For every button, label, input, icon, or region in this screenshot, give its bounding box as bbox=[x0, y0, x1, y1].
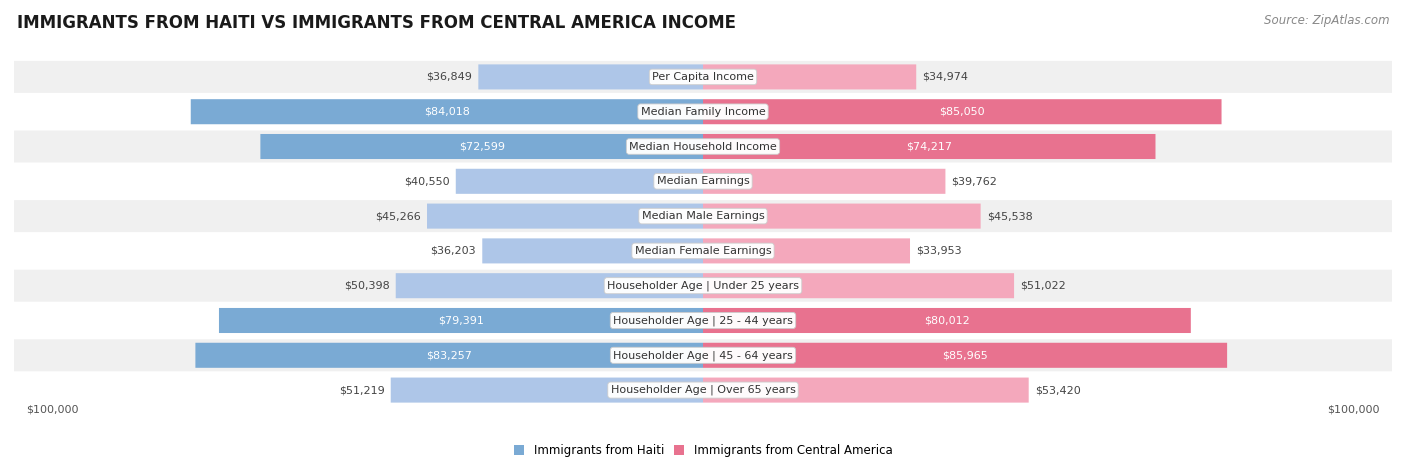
FancyBboxPatch shape bbox=[219, 308, 703, 333]
Text: Source: ZipAtlas.com: Source: ZipAtlas.com bbox=[1264, 14, 1389, 27]
FancyBboxPatch shape bbox=[14, 165, 1392, 198]
FancyBboxPatch shape bbox=[260, 134, 703, 159]
Text: Median Household Income: Median Household Income bbox=[628, 142, 778, 151]
Text: IMMIGRANTS FROM HAITI VS IMMIGRANTS FROM CENTRAL AMERICA INCOME: IMMIGRANTS FROM HAITI VS IMMIGRANTS FROM… bbox=[17, 14, 735, 32]
Text: $34,974: $34,974 bbox=[922, 72, 969, 82]
FancyBboxPatch shape bbox=[703, 377, 1029, 403]
FancyBboxPatch shape bbox=[703, 273, 1014, 298]
Text: $83,257: $83,257 bbox=[426, 350, 472, 360]
Text: Median Male Earnings: Median Male Earnings bbox=[641, 211, 765, 221]
FancyBboxPatch shape bbox=[703, 343, 1227, 368]
FancyBboxPatch shape bbox=[14, 235, 1392, 267]
Text: Per Capita Income: Per Capita Income bbox=[652, 72, 754, 82]
FancyBboxPatch shape bbox=[14, 374, 1392, 406]
Text: $85,965: $85,965 bbox=[942, 350, 988, 360]
Legend: Immigrants from Haiti, Immigrants from Central America: Immigrants from Haiti, Immigrants from C… bbox=[509, 439, 897, 462]
FancyBboxPatch shape bbox=[703, 169, 945, 194]
Text: $100,000: $100,000 bbox=[1327, 404, 1381, 414]
Text: $84,018: $84,018 bbox=[425, 107, 470, 117]
FancyBboxPatch shape bbox=[14, 340, 1392, 371]
Text: Median Female Earnings: Median Female Earnings bbox=[634, 246, 772, 256]
Text: $45,538: $45,538 bbox=[987, 211, 1032, 221]
FancyBboxPatch shape bbox=[456, 169, 703, 194]
FancyBboxPatch shape bbox=[14, 304, 1392, 337]
Text: $45,266: $45,266 bbox=[375, 211, 420, 221]
FancyBboxPatch shape bbox=[703, 99, 1222, 124]
Text: $33,953: $33,953 bbox=[917, 246, 962, 256]
Text: Householder Age | Under 25 years: Householder Age | Under 25 years bbox=[607, 281, 799, 291]
FancyBboxPatch shape bbox=[195, 343, 703, 368]
Text: Householder Age | 25 - 44 years: Householder Age | 25 - 44 years bbox=[613, 315, 793, 326]
Text: $36,849: $36,849 bbox=[426, 72, 472, 82]
FancyBboxPatch shape bbox=[14, 61, 1392, 93]
Text: Median Earnings: Median Earnings bbox=[657, 177, 749, 186]
FancyBboxPatch shape bbox=[478, 64, 703, 90]
Text: $36,203: $36,203 bbox=[430, 246, 477, 256]
Text: $74,217: $74,217 bbox=[907, 142, 952, 151]
Text: $53,420: $53,420 bbox=[1035, 385, 1081, 395]
Text: $85,050: $85,050 bbox=[939, 107, 986, 117]
Text: Median Family Income: Median Family Income bbox=[641, 107, 765, 117]
Text: Householder Age | Over 65 years: Householder Age | Over 65 years bbox=[610, 385, 796, 396]
Text: $51,219: $51,219 bbox=[339, 385, 385, 395]
Text: $72,599: $72,599 bbox=[458, 142, 505, 151]
FancyBboxPatch shape bbox=[395, 273, 703, 298]
Text: Householder Age | 45 - 64 years: Householder Age | 45 - 64 years bbox=[613, 350, 793, 361]
FancyBboxPatch shape bbox=[703, 64, 917, 90]
FancyBboxPatch shape bbox=[14, 96, 1392, 127]
FancyBboxPatch shape bbox=[703, 134, 1156, 159]
FancyBboxPatch shape bbox=[482, 238, 703, 263]
Text: $50,398: $50,398 bbox=[344, 281, 389, 290]
Text: $100,000: $100,000 bbox=[25, 404, 79, 414]
FancyBboxPatch shape bbox=[191, 99, 703, 124]
Text: $40,550: $40,550 bbox=[404, 177, 450, 186]
FancyBboxPatch shape bbox=[14, 130, 1392, 163]
Text: $80,012: $80,012 bbox=[924, 316, 970, 325]
FancyBboxPatch shape bbox=[391, 377, 703, 403]
FancyBboxPatch shape bbox=[14, 269, 1392, 302]
FancyBboxPatch shape bbox=[703, 308, 1191, 333]
FancyBboxPatch shape bbox=[703, 238, 910, 263]
Text: $39,762: $39,762 bbox=[952, 177, 997, 186]
FancyBboxPatch shape bbox=[427, 204, 703, 229]
FancyBboxPatch shape bbox=[703, 204, 980, 229]
Text: $51,022: $51,022 bbox=[1021, 281, 1066, 290]
FancyBboxPatch shape bbox=[14, 200, 1392, 232]
Text: $79,391: $79,391 bbox=[439, 316, 484, 325]
